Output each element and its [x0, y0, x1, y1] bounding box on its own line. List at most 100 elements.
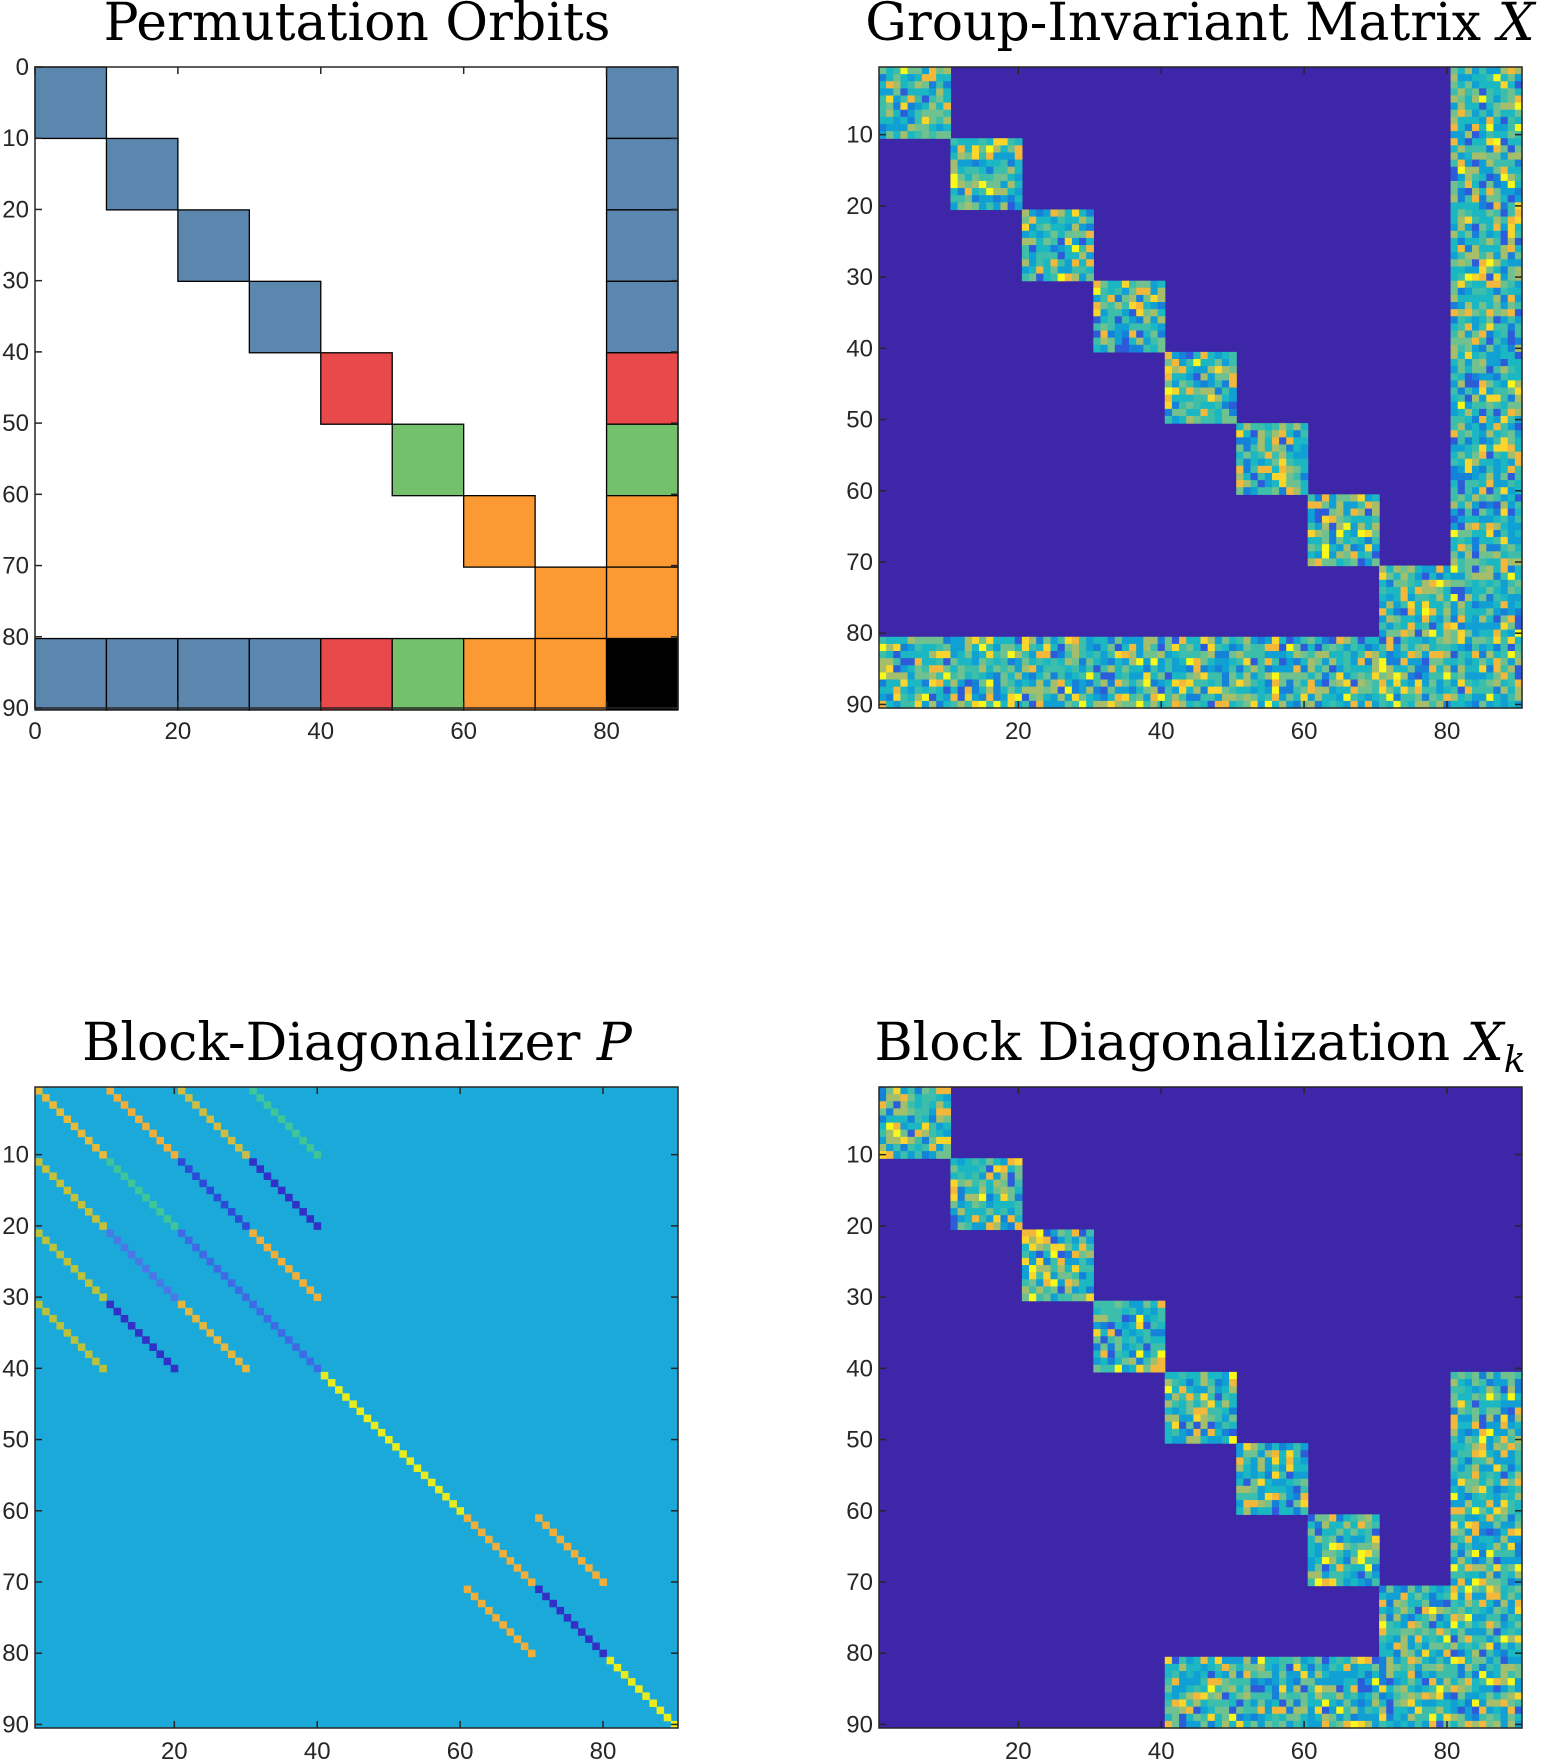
matrix-cell [1207, 1699, 1216, 1708]
matrix-cell [1514, 1713, 1523, 1722]
matrix-cell [1300, 665, 1309, 673]
matrix-cell [907, 1143, 916, 1152]
matrix-cell [1514, 330, 1523, 339]
matrix-cell [1293, 1492, 1302, 1501]
matrix-cell [99, 1293, 107, 1302]
matrix-cell [1071, 237, 1080, 246]
matrix-cell [1257, 1685, 1266, 1693]
matrix-cell [1300, 1656, 1309, 1665]
matrix-cell [986, 180, 994, 189]
matrix-cell [1450, 102, 1459, 111]
matrix-cell [1457, 81, 1466, 89]
matrix-cell [1471, 565, 1480, 574]
matrix-cell [1207, 1663, 1216, 1672]
matrix-cell [1393, 1649, 1402, 1658]
matrix-cell [1514, 1614, 1523, 1622]
matrix-cell [1329, 508, 1337, 517]
matrix-cell [900, 1108, 909, 1117]
matrix-cell [907, 95, 916, 104]
matrix-cell [1450, 166, 1459, 175]
matrix-cell [1429, 1685, 1437, 1693]
matrix-cell [950, 173, 959, 182]
matrix-cell [1186, 1699, 1194, 1708]
matrix-cell [1057, 700, 1066, 709]
matrix-cell [986, 1193, 994, 1202]
matrix-cell [1264, 1720, 1273, 1729]
matrix-cell [900, 665, 909, 673]
matrix-cell [1464, 102, 1473, 111]
matrix-cell [85, 1208, 93, 1216]
orbit-block [105, 637, 179, 711]
matrix-cell [285, 1193, 293, 1202]
matrix-cell [1486, 622, 1495, 631]
matrix-cell [921, 636, 930, 645]
matrix-cell [1300, 458, 1309, 467]
matrix-cell [879, 116, 887, 125]
matrix-cell [227, 1350, 236, 1359]
matrix-cell [1100, 636, 1109, 645]
matrix-cell [1486, 672, 1495, 681]
matrix-cell [1457, 116, 1466, 125]
matrix-cell [442, 1492, 450, 1501]
matrix-cell [1136, 316, 1144, 324]
matrix-cell [1314, 1678, 1323, 1686]
matrix-cell [1057, 1236, 1066, 1245]
matrix-cell [1107, 302, 1116, 310]
matrix-cell [1286, 472, 1294, 481]
matrix-cell [1043, 658, 1052, 666]
matrix-cell [1114, 1300, 1123, 1309]
matrix-cell [1257, 693, 1266, 702]
matrix-cell [886, 636, 894, 645]
matrix-cell [1450, 1564, 1459, 1572]
matrix-cell [943, 1122, 952, 1131]
matrix-cell [1450, 629, 1459, 638]
matrix-cell [1421, 601, 1430, 609]
matrix-cell [964, 636, 973, 645]
matrix-cell [1500, 287, 1509, 296]
matrix-cell [1479, 1485, 1487, 1494]
matrix-cell [1500, 565, 1509, 574]
matrix-cell [1250, 1500, 1259, 1508]
matrix-cell [1036, 259, 1044, 268]
matrix-cell [943, 1136, 952, 1145]
matrix-cell [235, 1286, 243, 1294]
matrix-cell [1429, 586, 1437, 595]
matrix-cell [1029, 237, 1037, 246]
matrix-cell [1243, 700, 1252, 709]
matrix-cell [1414, 629, 1423, 638]
matrix-cell [1500, 594, 1509, 602]
matrix-cell [1493, 123, 1502, 132]
matrix-cell [1443, 1685, 1452, 1693]
matrix-cell [1157, 323, 1166, 332]
matrix-cell [1079, 679, 1087, 688]
matrix-cell [1043, 1279, 1052, 1288]
matrix-cell [1443, 1635, 1452, 1644]
matrix-cell [1321, 501, 1330, 510]
matrix-cell [1450, 558, 1459, 567]
matrix-cell [263, 1101, 272, 1109]
matrix-cell [1021, 1243, 1030, 1252]
matrix-cell [1329, 1521, 1337, 1530]
matrix-cell [1471, 544, 1480, 552]
matrix-cell [964, 202, 973, 211]
matrix-cell [1264, 1450, 1273, 1458]
matrix-cell [1421, 586, 1430, 595]
matrix-cell [1200, 1371, 1209, 1380]
matrix-cell [1243, 423, 1252, 431]
matrix-cell [1243, 686, 1252, 695]
matrix-cell [1450, 444, 1459, 453]
matrix-cell [971, 1208, 980, 1216]
matrix-cell [1457, 309, 1466, 317]
matrix-cell [1157, 651, 1166, 659]
matrix-cell [921, 1115, 930, 1124]
matrix-cell [1486, 544, 1495, 552]
matrix-cell [1407, 643, 1416, 652]
matrix-cell [277, 1257, 286, 1266]
matrix-cell [1493, 180, 1502, 189]
matrix-cell [1143, 344, 1152, 353]
matrix-cell [1279, 1678, 1287, 1686]
matrix-cell [929, 643, 937, 652]
matrix-cell [900, 651, 909, 659]
matrix-cell [1514, 615, 1523, 624]
matrix-cell [1407, 608, 1416, 617]
